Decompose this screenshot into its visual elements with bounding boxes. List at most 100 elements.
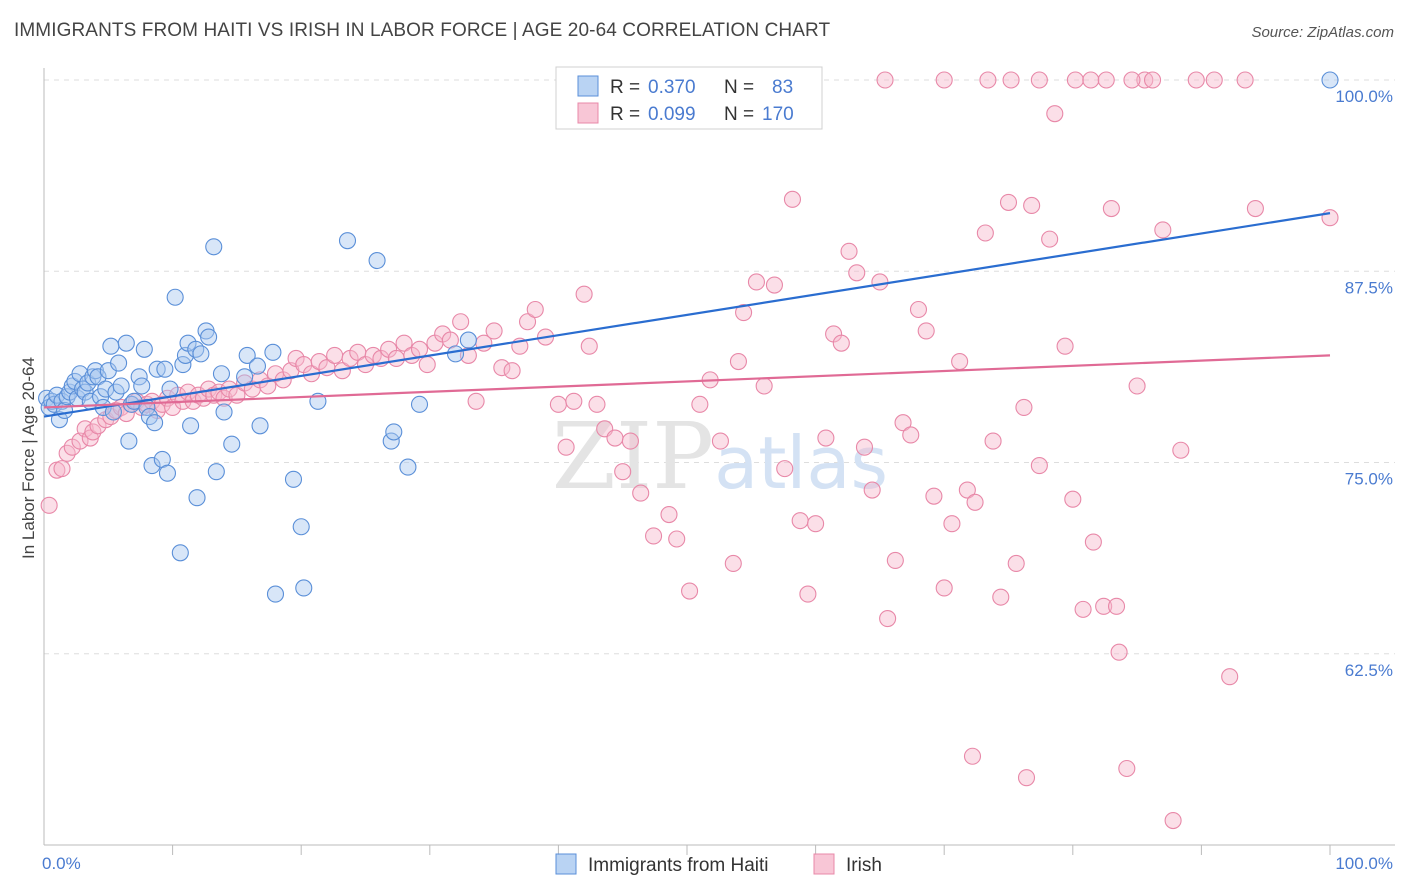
haiti-point-76 <box>399 458 417 476</box>
irish-point-101 <box>791 512 809 530</box>
y-tick-label-2: 87.5% <box>1345 278 1393 297</box>
irish-point-14 <box>117 404 135 423</box>
irish-point-103 <box>807 515 825 533</box>
irish-point-82 <box>606 429 624 447</box>
irish-point-128 <box>1007 554 1025 573</box>
irish-point-119 <box>935 579 953 597</box>
y-axis-title: In Labor Force | Age 20-64 <box>19 357 38 559</box>
irish-point-77 <box>565 392 583 410</box>
irish-point-123 <box>966 493 984 511</box>
legend-n-value-haiti: 83 <box>772 77 793 98</box>
grid-lines <box>44 79 1395 655</box>
irish-point-94 <box>729 352 747 371</box>
haiti-point-39 <box>143 457 161 475</box>
irish-point-65 <box>459 346 477 364</box>
haiti-point-69 <box>292 518 310 536</box>
source-label: Source: ZipAtlas.com <box>1251 24 1394 41</box>
haiti-point-29 <box>112 377 130 395</box>
haiti-point-80 <box>1321 71 1339 89</box>
irish-point-156 <box>979 71 997 89</box>
haiti-point-64 <box>248 357 267 375</box>
haiti-point-62 <box>236 368 254 386</box>
irish-point-86 <box>645 527 663 545</box>
irish-trend-line <box>43 354 1331 409</box>
irish-point-124 <box>976 224 994 242</box>
irish-point-56 <box>387 349 405 368</box>
haiti-point-72 <box>338 232 357 250</box>
trend-lines <box>43 212 1331 418</box>
irish-point-132 <box>1041 230 1059 248</box>
irish-point-151 <box>1236 71 1254 89</box>
irish-point-96 <box>747 273 765 291</box>
irish-point-33 <box>215 389 233 407</box>
haiti-point-28 <box>110 354 128 372</box>
irish-point-2 <box>53 460 71 478</box>
irish-point-72 <box>518 313 537 331</box>
haiti-point-79 <box>459 331 477 349</box>
axes <box>43 68 1395 846</box>
haiti-point-67 <box>266 585 285 603</box>
irish-point-113 <box>886 551 904 569</box>
x-ticks <box>172 845 1331 855</box>
haiti-point-65 <box>251 417 269 435</box>
irish-point-148 <box>1187 71 1205 89</box>
irish-point-29 <box>194 389 213 407</box>
irish-point-116 <box>909 300 928 319</box>
legend-r-value-irish: 0.099 <box>648 104 696 125</box>
irish-point-99 <box>776 460 794 478</box>
haiti-point-31 <box>120 432 138 450</box>
irish-point-149 <box>1205 71 1223 89</box>
irish-point-129 <box>1015 398 1033 416</box>
irish-point-111 <box>871 273 889 291</box>
haiti-point-40 <box>146 414 164 432</box>
irish-point-142 <box>1128 377 1146 395</box>
irish-point-66 <box>467 392 485 410</box>
irish-point-162 <box>1123 71 1141 89</box>
legend-box: R = 0.370 N = 83 R = 0.099 N = 170 <box>555 66 823 130</box>
irish-point-76 <box>557 438 575 456</box>
irish-point-137 <box>1084 533 1102 551</box>
haiti-point-53 <box>188 489 206 507</box>
haiti-point-68 <box>284 470 303 488</box>
irish-point-79 <box>580 337 598 355</box>
y-tick-label-0: 62.5% <box>1345 661 1393 680</box>
haiti-point-57 <box>205 238 223 256</box>
y-tick-labels: 62.5% 75.0% 87.5% 100.0% <box>1335 87 1393 680</box>
chart-title: IMMIGRANTS FROM HAITI VS IRISH IN LABOR … <box>14 20 831 41</box>
irish-point-152 <box>1246 199 1264 218</box>
haiti-point-51 <box>182 417 200 435</box>
irish-point-155 <box>935 71 953 89</box>
irish-point-109 <box>855 438 874 456</box>
haiti-point-59 <box>212 365 231 383</box>
irish-point-89 <box>681 582 699 600</box>
irish-point-133 <box>1046 105 1064 123</box>
haiti-point-63 <box>238 346 256 364</box>
y-tick-label-1: 75.0% <box>1345 470 1393 489</box>
legend-swatch-irish <box>577 102 599 124</box>
haiti-point-54 <box>192 345 210 363</box>
irish-point-95 <box>735 304 753 322</box>
irish-point-102 <box>799 585 817 603</box>
haiti-point-56 <box>200 328 218 346</box>
irish-point-57 <box>395 334 413 352</box>
irish-point-126 <box>992 588 1010 606</box>
irish-point-97 <box>755 377 773 395</box>
irish-point-160 <box>1082 71 1100 89</box>
haiti-point-77 <box>410 395 429 413</box>
legend-n-label-haiti: N = <box>724 77 754 98</box>
irish-point-78 <box>575 285 593 303</box>
irish-point-83 <box>614 463 632 481</box>
haiti-point-73 <box>368 251 386 270</box>
haiti-point-70 <box>295 579 313 597</box>
haiti-point-30 <box>117 334 135 352</box>
legend-r-value-haiti: 0.370 <box>648 77 696 98</box>
irish-point-80 <box>588 395 606 413</box>
irish-point-84 <box>621 432 639 450</box>
irish-point-140 <box>1110 643 1128 661</box>
irish-point-115 <box>902 426 920 444</box>
irish-point-48 <box>326 346 344 364</box>
bottom-legend-label-haiti: Immigrants from Haiti <box>588 855 769 876</box>
haiti-points <box>38 71 1339 603</box>
irish-point-108 <box>848 264 866 282</box>
